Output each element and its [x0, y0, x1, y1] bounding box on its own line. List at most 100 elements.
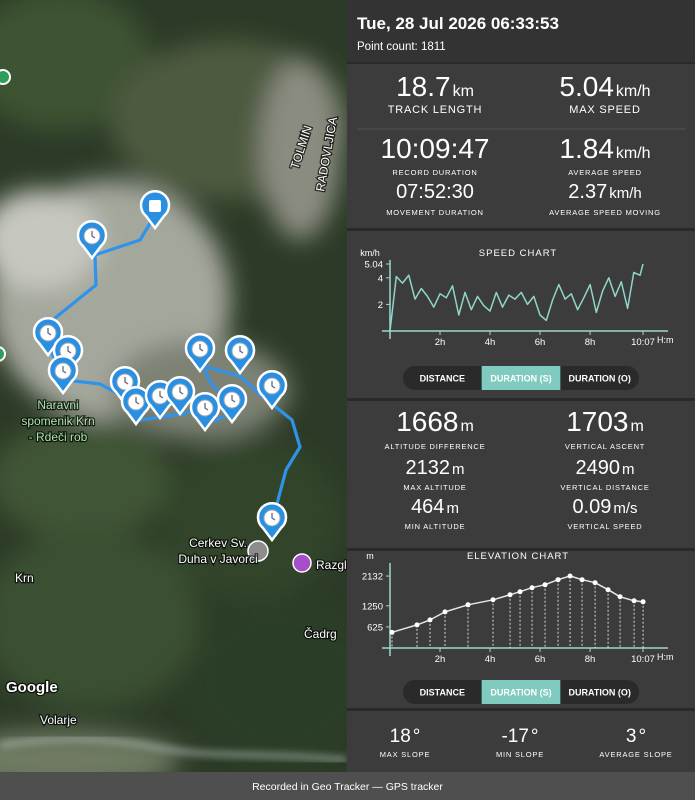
stat-number: -17 [501, 726, 528, 747]
point-count-value: 1811 [421, 41, 446, 53]
map-label: Duha v Javorci [178, 552, 257, 566]
y-tick-label: 2 [378, 300, 383, 311]
x-tick-label: 4h [485, 337, 496, 348]
track-pin[interactable] [224, 335, 256, 376]
stat-value: 1703 m [566, 406, 644, 437]
data-point [465, 602, 471, 608]
pin-clock [271, 381, 276, 389]
x-tick-label: 8h [585, 654, 596, 665]
stat-number: 2132 [406, 457, 451, 479]
x-axis-unit: H:m [657, 652, 674, 662]
pin-group [32, 190, 288, 543]
stat-unit: km/h [616, 145, 651, 162]
data-point [490, 597, 496, 603]
stat-unit: ° [531, 726, 539, 747]
map-label: spomenik Krn [21, 414, 94, 428]
mode-button[interactable]: DURATION (O) [569, 688, 631, 698]
x-tick-label: 6h [535, 654, 546, 665]
stat-value: 0.09 m/s [572, 496, 637, 518]
pin-clock [124, 377, 129, 385]
y-tick-label: 1250 [362, 601, 383, 612]
map-label: Naravni [37, 398, 78, 412]
stat-label: ALTITUDE DIFFERENCE [385, 442, 486, 451]
stat-unit: m [460, 418, 473, 435]
point-count: Point count: 1811 [357, 41, 446, 53]
mode-button[interactable]: DURATION (S) [490, 688, 551, 698]
pin-clock [204, 403, 209, 411]
y-tick-label: 4 [378, 273, 383, 284]
pin-clock [135, 397, 140, 405]
viewpoint-icon[interactable] [292, 553, 312, 573]
mode-button[interactable]: DISTANCE [420, 374, 465, 384]
x-tick-label: 2h [435, 337, 446, 348]
map-label: Čadrg [304, 626, 337, 641]
stat-label: TRACK LENGTH [388, 104, 483, 116]
stat-value: 18 ° [390, 726, 421, 747]
x-tick-label: 4h [485, 654, 496, 665]
mode-button[interactable]: DURATION (S) [490, 374, 551, 384]
pin-clock [231, 395, 236, 403]
data-point [567, 573, 573, 579]
track-pin[interactable] [47, 355, 79, 396]
stat-label: MAX ALTITUDE [403, 483, 466, 492]
chart-title: SPEED CHART [479, 248, 557, 259]
mode-active[interactable] [481, 366, 561, 390]
y-tick-label: 625 [367, 622, 383, 633]
data-point [389, 629, 395, 635]
track-pin[interactable] [76, 220, 108, 261]
data-point [579, 577, 585, 583]
stat-unit: km/h [616, 83, 651, 100]
mode-button[interactable]: DURATION (O) [569, 374, 631, 384]
stat-unit: ° [413, 726, 421, 747]
stop-icon [149, 200, 161, 212]
track-pin[interactable] [164, 376, 196, 417]
mode-active[interactable] [481, 680, 561, 704]
track-pin[interactable] [120, 386, 152, 427]
stat-number: 10:09:47 [381, 133, 490, 164]
x-tick-label: 10:07 [631, 654, 655, 665]
poi-marker[interactable] [0, 346, 6, 362]
pin-clock [159, 391, 164, 399]
map-attribution: Google [6, 679, 58, 696]
stat-number: 5.04 [559, 71, 614, 102]
track-pin[interactable] [216, 384, 248, 425]
track-pin[interactable] [256, 370, 288, 411]
track-pin[interactable] [189, 392, 221, 433]
stat-label: VERTICAL ASCENT [565, 442, 645, 451]
map-label: Volarje [40, 713, 77, 727]
mode-button[interactable]: DISTANCE [420, 688, 465, 698]
stat-number: 1703 [566, 406, 628, 437]
point-count-label: Point count: [357, 41, 418, 53]
poi-marker[interactable] [0, 69, 11, 85]
stat-number: 1668 [396, 406, 458, 437]
card [347, 401, 695, 548]
stop-pin[interactable] [139, 190, 171, 231]
track-pin[interactable] [184, 333, 216, 374]
stat-number: 07:52:30 [396, 181, 474, 203]
footer-text: Recorded in Geo Tracker — GPS tracker [252, 781, 443, 793]
pin-clock [47, 328, 52, 336]
stats-panel: Tue, 28 Jul 2026 06:33:53 Point count: 1… [347, 0, 695, 772]
chart-title: ELEVATION CHART [467, 551, 569, 562]
x-tick-label: 2h [435, 654, 446, 665]
stat-value: 2132 m [406, 457, 465, 479]
stat-number: 464 [411, 496, 444, 518]
pin-clock [62, 366, 67, 374]
data-point [592, 580, 598, 586]
stat-number: 1.84 [559, 133, 614, 164]
map[interactable]: TOLMIN RADOVLJICA Naravni spomenik Krn -… [0, 0, 370, 790]
data-point [617, 594, 623, 600]
track-pin[interactable] [52, 335, 84, 376]
stat-number: 18.7 [396, 71, 451, 102]
stat-unit: m/s [613, 500, 637, 517]
pin-clock [271, 513, 276, 521]
data-point [605, 587, 611, 593]
track-pin[interactable] [109, 366, 141, 407]
track-pin[interactable] [256, 502, 288, 543]
stat-unit: m [622, 461, 635, 478]
map-label: Cerkev Sv. [189, 536, 247, 550]
church-icon[interactable] [247, 540, 269, 562]
stat-label: MOVEMENT DURATION [386, 208, 484, 217]
stat-label: MAX SPEED [569, 104, 640, 116]
